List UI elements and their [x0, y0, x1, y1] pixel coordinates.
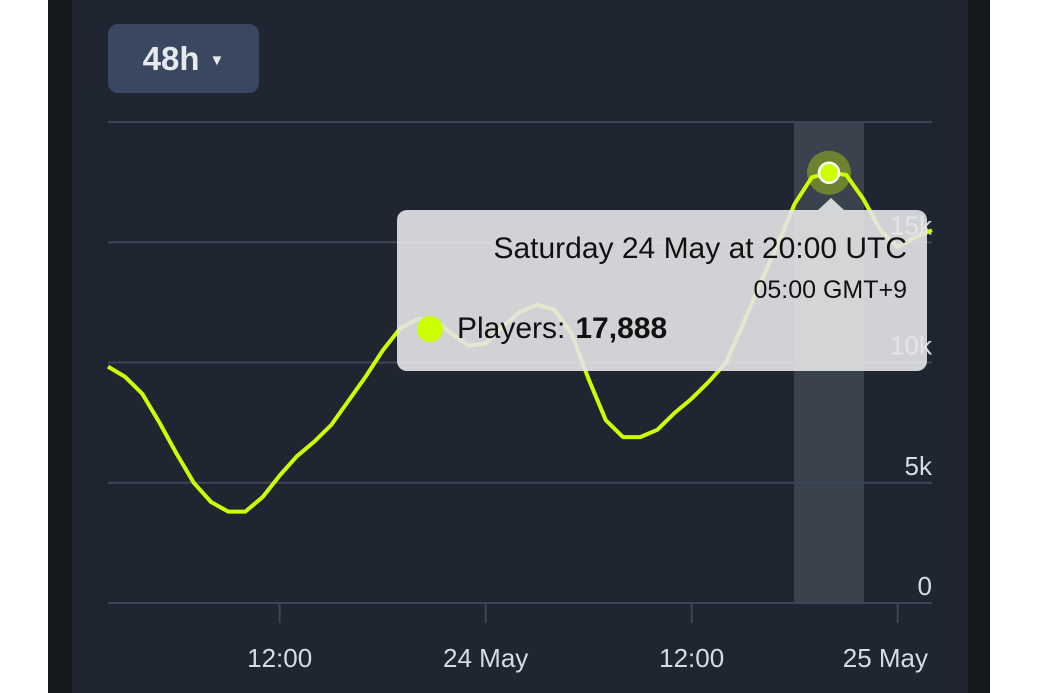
x-tick-label: 25 May: [843, 643, 928, 673]
tooltip-local-time: 05:00 GMT+9: [753, 276, 907, 304]
tooltip-pointer: [818, 198, 844, 210]
y-tick-label: 0: [918, 571, 932, 601]
tooltip-title: Saturday 24 May at 20:00 UTC: [493, 232, 907, 265]
x-tick-label: 12:00: [659, 643, 724, 673]
series-color-dot-icon: [417, 316, 443, 342]
caret-down-icon: ▼: [209, 52, 225, 69]
device-frame-right: [968, 0, 990, 693]
x-tick-label: 12:00: [247, 643, 312, 673]
y-tick-label: 5k: [905, 451, 933, 481]
range-selector-button[interactable]: 48h ▼: [108, 24, 259, 93]
chart-tooltip: Saturday 24 May at 20:00 UTC 05:00 GMT+9…: [397, 198, 927, 371]
tooltip-series-label: Players:: [457, 312, 566, 345]
range-selector-label: 48h: [142, 39, 200, 77]
tooltip-series-row: Players: 17,888: [417, 312, 667, 346]
hover-marker: [817, 161, 841, 185]
device-frame-left: [48, 0, 72, 693]
tooltip-value: 17,888: [575, 312, 668, 345]
x-tick-label: 24 May: [443, 643, 528, 673]
